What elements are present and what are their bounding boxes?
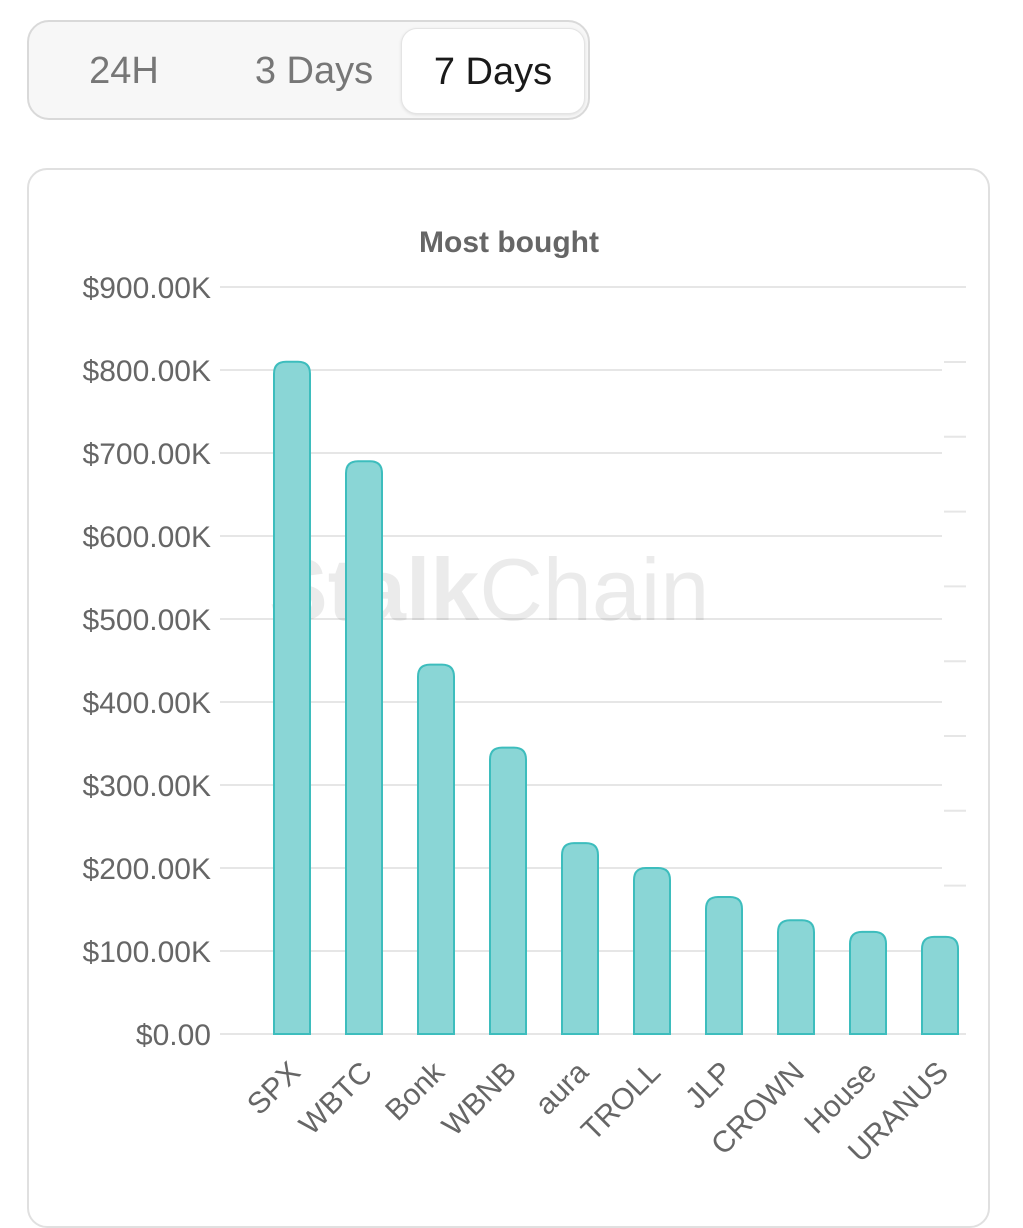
- x-tick-label: JLP: [679, 1056, 739, 1116]
- bar-bonk[interactable]: [417, 663, 455, 1035]
- bar-troll[interactable]: [633, 867, 671, 1035]
- y-tick-label: $300.00K: [83, 770, 211, 803]
- bar-wbtc[interactable]: [345, 460, 383, 1035]
- bar-house[interactable]: [849, 930, 887, 1035]
- most-bought-chart: StalkChain $0.00 $100.00K $200.00K $300.00K…: [83, 226, 966, 1169]
- y-tick-label: $400.00K: [83, 687, 211, 720]
- x-tick-label: aura: [529, 1055, 595, 1121]
- tab-7-days[interactable]: 7 Days: [401, 28, 585, 114]
- y-axis-ticks: $0.00 $100.00K $200.00K $300.00K $400.00K $50…: [83, 272, 211, 1052]
- minor-gridlines: [944, 361, 966, 887]
- bar-uranus[interactable]: [921, 935, 959, 1035]
- y-tick-label: $700.00K: [83, 438, 211, 471]
- y-tick-label: $200.00K: [83, 853, 211, 886]
- bar-spx[interactable]: [273, 360, 311, 1035]
- watermark: StalkChain: [269, 540, 709, 639]
- chart-card: StalkChain $0.00 $100.00K $200.00K $300.00K…: [27, 168, 990, 1228]
- y-tick-label: $800.00K: [83, 355, 211, 388]
- timeframe-tabs: 24H 3 Days 7 Days: [27, 20, 590, 120]
- x-tick-label: SPX: [241, 1056, 307, 1122]
- x-tick-label: TROLL: [575, 1056, 667, 1148]
- gridlines: [220, 286, 966, 1035]
- x-tick-label: WBTC: [293, 1056, 379, 1142]
- bar-jlp[interactable]: [705, 896, 743, 1035]
- y-tick-label: $500.00K: [83, 604, 211, 637]
- y-tick-label: $900.00K: [83, 272, 211, 305]
- x-tick-label: WBNB: [436, 1056, 523, 1143]
- y-tick-label: $100.00K: [83, 936, 211, 969]
- bar-wbnb[interactable]: [489, 746, 527, 1035]
- bar-crown[interactable]: [777, 919, 815, 1035]
- bar-aura[interactable]: [561, 842, 599, 1035]
- y-tick-label: $0.00: [136, 1019, 211, 1052]
- tab-24h[interactable]: 24H: [89, 50, 159, 92]
- chart-title: Most bought: [419, 226, 599, 259]
- tab-3-days[interactable]: 3 Days: [254, 50, 374, 92]
- y-tick-label: $600.00K: [83, 521, 211, 554]
- bars: [273, 360, 959, 1035]
- watermark-regular: Chain: [479, 540, 709, 639]
